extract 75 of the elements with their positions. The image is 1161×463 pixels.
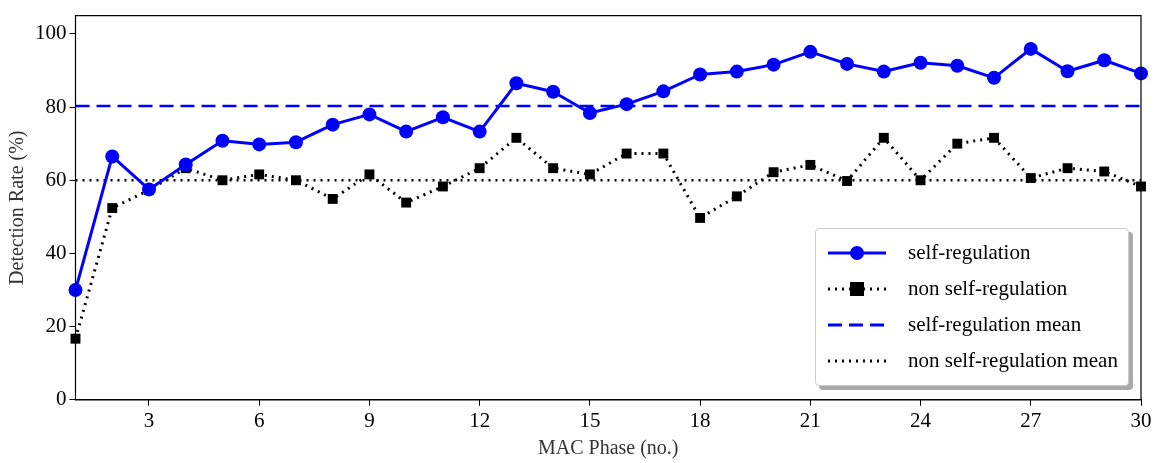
y-tick-label: 0: [56, 386, 67, 411]
point: [435, 110, 450, 125]
point: [474, 163, 485, 174]
point: [1099, 166, 1110, 177]
point: [254, 169, 265, 180]
point: [327, 193, 338, 204]
point: [987, 70, 1002, 85]
y-tick-label: 80: [45, 93, 67, 118]
point: [584, 169, 595, 180]
point: [546, 84, 561, 99]
point: [840, 56, 855, 71]
point: [215, 133, 230, 148]
point: [472, 124, 487, 139]
point: [364, 169, 375, 180]
x-tick-label: 21: [799, 407, 821, 432]
y-tick-label: 20: [45, 313, 67, 338]
point: [582, 105, 597, 120]
y-tick-label: 40: [45, 239, 67, 264]
point: [952, 138, 963, 149]
point: [768, 167, 779, 178]
point: [915, 175, 926, 186]
point: [621, 148, 632, 159]
x-tick-label: 27: [1020, 407, 1042, 432]
point: [217, 175, 228, 186]
point: [325, 117, 340, 132]
point: [876, 64, 891, 79]
point: [548, 163, 559, 174]
point: [731, 191, 742, 202]
x-tick-label: 3: [143, 407, 155, 432]
point: [878, 132, 889, 143]
y-tick-label: 100: [35, 20, 67, 45]
point: [803, 44, 818, 59]
point: [656, 84, 671, 99]
point: [511, 132, 522, 143]
x-tick-label: 6: [253, 407, 265, 432]
x-tick-label: 9: [364, 407, 375, 432]
point: [362, 107, 377, 122]
point: [913, 55, 928, 70]
point: [766, 57, 781, 72]
point: [401, 197, 412, 208]
point: [509, 76, 524, 91]
x-tick-label: 18: [689, 407, 711, 432]
point: [105, 149, 120, 164]
x-tick-label: 24: [910, 407, 932, 432]
y-axis-title: Detection Rate (%): [5, 130, 29, 285]
point: [805, 159, 816, 170]
point: [658, 148, 669, 159]
legend-label: non self-regulation: [908, 276, 1068, 302]
point: [437, 181, 448, 192]
y-tick-label: 60: [45, 166, 67, 191]
point: [178, 157, 193, 172]
point: [842, 176, 853, 186]
x-tick-label: 15: [579, 407, 601, 432]
point: [1060, 64, 1075, 79]
point: [107, 203, 118, 214]
legend-label: self-regulation mean: [908, 312, 1082, 338]
point: [729, 64, 744, 79]
point: [1025, 173, 1036, 184]
x-axis-title: MAC Phase (no.): [537, 436, 679, 460]
point: [252, 137, 267, 152]
point: [291, 175, 301, 186]
point: [693, 67, 708, 82]
point: [399, 124, 414, 139]
point: [1062, 163, 1073, 174]
point: [619, 97, 634, 112]
point: [288, 135, 303, 150]
legend-label: self-regulation: [908, 240, 1031, 266]
legend-label: non self-regulation mean: [908, 348, 1118, 374]
x-tick-label: 12: [469, 407, 491, 432]
point: [1023, 41, 1038, 56]
x-tick-label: 30: [1130, 407, 1152, 432]
point: [1097, 53, 1112, 68]
point: [989, 132, 999, 143]
point: [695, 213, 706, 223]
point: [950, 58, 965, 73]
